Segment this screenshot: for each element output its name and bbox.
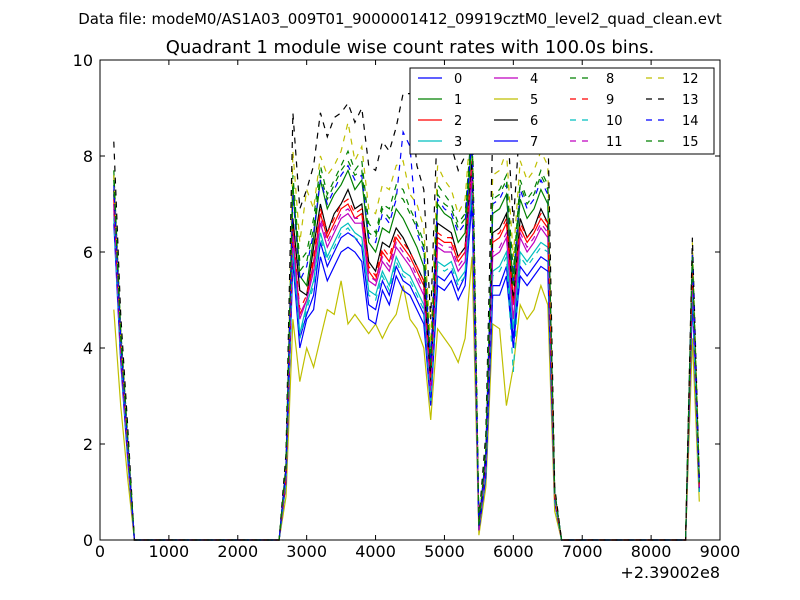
x-tick-label: 8000 bbox=[631, 542, 672, 561]
plot-border bbox=[99, 59, 721, 541]
x-tick-label: 5000 bbox=[424, 542, 465, 561]
legend-label-15: 15 bbox=[682, 135, 699, 150]
x-tick-label: 6000 bbox=[493, 542, 534, 561]
data-file-subtitle: Data file: modeM0/AS1A03_009T01_90000014… bbox=[78, 10, 722, 29]
chart-title: Quadrant 1 module wise count rates with … bbox=[166, 37, 655, 58]
x-tick-label: 7000 bbox=[562, 542, 603, 561]
x-tick-label: 3000 bbox=[286, 542, 327, 561]
y-tick-label: 4 bbox=[83, 339, 93, 358]
legend-label-2: 2 bbox=[454, 114, 462, 129]
legend-label-8: 8 bbox=[606, 72, 614, 87]
x-tick-label: 0 bbox=[95, 542, 105, 561]
legend-label-3: 3 bbox=[454, 135, 462, 150]
legend-box bbox=[409, 67, 715, 155]
legend-label-6: 6 bbox=[530, 114, 538, 129]
axes: 0 1000 2000 3000 4000 5000 6000 7000 8000 9000 0 2 4… bbox=[73, 51, 741, 561]
y-tick-label: 10 bbox=[73, 51, 93, 70]
x-tick-label: 9000 bbox=[700, 542, 741, 561]
y-tick-label: 8 bbox=[83, 147, 93, 166]
legend-label-11: 11 bbox=[606, 135, 623, 150]
x-tick-label: 1000 bbox=[149, 542, 190, 561]
legend-label-12: 12 bbox=[682, 72, 699, 87]
y-tick-label: 6 bbox=[83, 243, 93, 262]
legend-label-14: 14 bbox=[682, 114, 699, 129]
legend-label-7: 7 bbox=[530, 135, 538, 150]
x-tick-label: 4000 bbox=[355, 542, 396, 561]
legend-label-5: 5 bbox=[530, 93, 538, 108]
legend-label-0: 0 bbox=[454, 72, 462, 87]
legend-label-9: 9 bbox=[606, 93, 614, 108]
x-axis-offset-label: +2.39002e8 bbox=[620, 563, 720, 582]
legend-label-13: 13 bbox=[682, 93, 699, 108]
legend-label-10: 10 bbox=[606, 114, 623, 129]
y-tick-label: 0 bbox=[83, 531, 93, 550]
legend-label-1: 1 bbox=[454, 93, 462, 108]
x-tick-label: 2000 bbox=[217, 542, 258, 561]
y-tick-label: 2 bbox=[83, 435, 93, 454]
legend-label-4: 4 bbox=[530, 72, 538, 87]
